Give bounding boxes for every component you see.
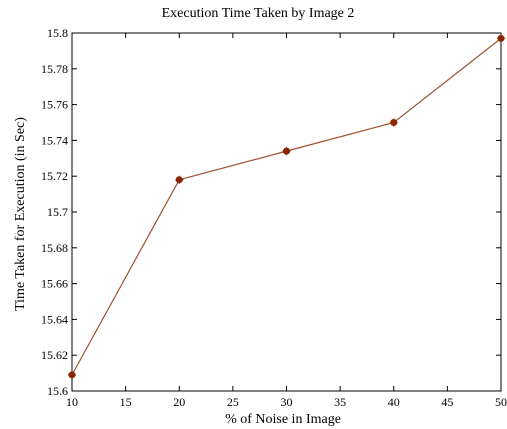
y-tick-label: 15.62 (41, 348, 68, 362)
x-tick-label: 25 (227, 395, 239, 409)
y-tick-label: 15.66 (41, 277, 68, 291)
y-tick-label: 15.8 (47, 26, 68, 40)
y-axis-title: Time Taken for Execution (in Sec) (13, 117, 28, 311)
x-tick-label: 20 (173, 395, 185, 409)
x-axis-title: % of Noise in Image (225, 412, 341, 427)
y-tick-label: 15.7 (47, 205, 68, 219)
data-point (175, 175, 184, 184)
y-tick-label: 15.76 (41, 98, 68, 112)
data-point (497, 34, 505, 43)
data-point (389, 118, 398, 127)
plot-area: 10 15 20 25 30 35 40 45 50 15.6 15.62 15.64 15.66 15.… (41, 26, 507, 409)
plot-frame (71, 32, 502, 392)
y-tick-label: 15.78 (41, 62, 68, 76)
x-tick-label: 35 (334, 395, 346, 409)
y-tick-label: 15.6 (47, 384, 68, 398)
y-tick-label: 15.74 (41, 133, 68, 147)
x-tick-label: 45 (441, 395, 453, 409)
x-tick-label: 40 (388, 395, 400, 409)
y-tick-label: 15.68 (41, 241, 68, 255)
x-tick-label: 30 (281, 395, 293, 409)
data-point (68, 370, 76, 379)
chart-title: Execution Time Taken by Image 2 (162, 6, 355, 21)
x-tick-label: 15 (120, 395, 132, 409)
y-tick-label: 15.64 (41, 312, 68, 326)
y-tick-label: 15.72 (41, 169, 68, 183)
x-tick-label: 50 (495, 395, 507, 409)
x-tick-label: 10 (66, 395, 78, 409)
data-point (282, 147, 291, 156)
